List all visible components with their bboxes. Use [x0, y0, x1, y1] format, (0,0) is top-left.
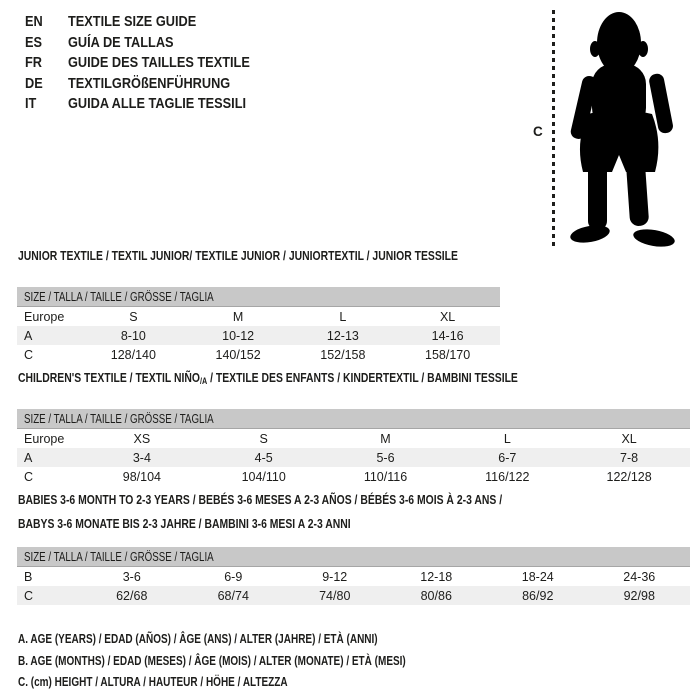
row-label: B: [24, 569, 33, 584]
section-title: JUNIOR TEXTILE / TEXTIL JUNIOR/ TEXTILE …: [18, 248, 458, 263]
height-measure-label: C: [533, 124, 543, 139]
language-row: IT GUIDA ALLE TAGLIE TESSILI: [25, 94, 282, 115]
language-row: EN TEXTILE SIZE GUIDE: [25, 12, 282, 33]
row-label: A: [17, 326, 81, 345]
size-cell: XS: [133, 431, 151, 446]
table-row: C 98/104 104/110 110/116 116/122 122/128: [17, 467, 690, 486]
size-cell: 5-6: [324, 448, 447, 467]
language-label: TEXTILGRÖßENFÜHRUNG: [68, 74, 231, 92]
row-label: C: [24, 347, 34, 362]
toddler-silhouette-icon: [570, 12, 675, 247]
row-label: A: [17, 448, 81, 467]
size-cell: 7-8: [568, 448, 690, 467]
size-cell: 10-12: [185, 326, 291, 345]
language-code: DE: [25, 74, 43, 92]
section-junior: JUNIOR TEXTILE / TEXTIL JUNIOR/ TEXTILE …: [17, 249, 500, 364]
size-cell: 92/98: [588, 586, 690, 605]
section-title: CHILDREN'S TEXTILE / TEXTIL NIÑO/A / TEX…: [18, 370, 518, 387]
language-code: EN: [25, 13, 43, 30]
size-cell: L: [503, 431, 511, 446]
size-cell: 3-6: [122, 569, 141, 584]
size-cell: 140/152: [215, 347, 261, 362]
size-cell: S: [129, 309, 138, 324]
table-row: B 3-6 6-9 9-12 12-18 18-24 24-36: [17, 567, 690, 587]
size-cell: S: [259, 431, 268, 446]
size-cell: 98/104: [122, 469, 162, 484]
row-label: C: [24, 469, 34, 484]
size-header-bar: SIZE / TALLA / TAILLE / GRÖSSE / TAGLIA: [17, 287, 500, 307]
language-row: ES GUÍA DE TALLAS: [25, 33, 282, 54]
size-cell: 68/74: [182, 586, 284, 605]
language-list: EN TEXTILE SIZE GUIDE ES GUÍA DE TALLAS …: [25, 12, 282, 115]
size-cell: 9-12: [322, 569, 348, 584]
height-dashed-line: [552, 10, 555, 246]
size-cell: 110/116: [363, 469, 408, 484]
size-cell: 4-5: [202, 448, 325, 467]
language-row: FR GUIDE DES TAILLES TEXTILE: [25, 53, 282, 74]
size-cell: 18-24: [521, 569, 554, 584]
size-cell: L: [339, 309, 347, 324]
language-label: TEXTILE SIZE GUIDE: [68, 13, 197, 30]
language-code: FR: [25, 54, 42, 71]
section-children: CHILDREN'S TEXTILE / TEXTIL NIÑO/A / TEX…: [17, 371, 690, 486]
size-cell: 158/170: [425, 347, 471, 362]
table-row: A 3-4 4-5 5-6 6-7 7-8: [17, 448, 690, 467]
size-cell: 6-7: [446, 448, 569, 467]
size-cell: XL: [621, 431, 637, 446]
language-label: GUÍA DE TALLAS: [68, 33, 174, 51]
size-cell: 3-4: [81, 448, 203, 467]
notes-list: A. AGE (YEARS) / EDAD (AÑOS) / ÂGE (ANS)…: [18, 629, 503, 694]
note-item: A. AGE (YEARS) / EDAD (AÑOS) / ÂGE (ANS)…: [18, 632, 378, 646]
size-cell: 152/158: [320, 347, 366, 362]
size-cell: 24-36: [623, 569, 656, 584]
size-cell: 6-9: [224, 569, 243, 584]
size-cell: 104/110: [241, 469, 286, 484]
language-label: GUIDE DES TAILLES TEXTILE: [68, 54, 250, 71]
size-table-children: SIZE / TALLA / TAILLE / GRÖSSE / TAGLIA …: [17, 409, 690, 486]
size-cell: M: [380, 431, 391, 446]
size-cell: 80/86: [385, 586, 487, 605]
size-header-bar: SIZE / TALLA / TAILLE / GRÖSSE / TAGLIA: [17, 547, 690, 567]
size-cell: 122/128: [606, 469, 652, 484]
table-row: C 128/140 140/152 152/158 158/170: [17, 345, 500, 364]
table-row: Europe S M L XL: [17, 307, 500, 327]
note-item: B. AGE (MONTHS) / EDAD (MESES) / ÂGE (MO…: [18, 653, 406, 668]
size-cell: 86/92: [487, 586, 589, 605]
size-cell: 12-13: [290, 326, 396, 345]
row-label: Europe: [24, 431, 65, 446]
language-label: GUIDA ALLE TAGLIE TESSILI: [68, 95, 247, 112]
table-row: A 8-10 10-12 12-13 14-16: [17, 326, 500, 345]
language-row: DE TEXTILGRÖßENFÜHRUNG: [25, 74, 282, 95]
section-babies: BABIES 3-6 MONTH TO 2-3 YEARS / BEBÉS 3-…: [17, 493, 690, 605]
note-item: C. (cm) HEIGHT / ALTURA / HAUTEUR / HÖHE…: [18, 675, 288, 689]
section-title: BABIES 3-6 MONTH TO 2-3 YEARS / BEBÉS 3-…: [18, 492, 503, 531]
table-row: C 62/68 68/74 74/80 80/86 86/92 92/98: [17, 586, 690, 605]
size-cell: 14-16: [395, 326, 500, 345]
row-label: Europe: [24, 309, 65, 324]
size-cell: XL: [439, 309, 456, 324]
language-code: IT: [25, 95, 37, 112]
size-cell: M: [232, 309, 244, 324]
row-label: C: [17, 586, 81, 605]
size-cell: 128/140: [110, 347, 156, 362]
size-table-babies: SIZE / TALLA / TAILLE / GRÖSSE / TAGLIA …: [17, 547, 690, 605]
size-header-bar: SIZE / TALLA / TAILLE / GRÖSSE / TAGLIA: [17, 409, 690, 429]
size-cell: 62/68: [81, 586, 183, 605]
size-cell: 8-10: [81, 326, 186, 345]
size-cell: 116/122: [485, 469, 530, 484]
language-code: ES: [25, 33, 43, 51]
size-cell: 74/80: [284, 586, 386, 605]
table-row: Europe XS S M L XL: [17, 429, 690, 449]
size-cell: 12-18: [420, 569, 453, 584]
size-table-junior: SIZE / TALLA / TAILLE / GRÖSSE / TAGLIA …: [17, 287, 500, 364]
